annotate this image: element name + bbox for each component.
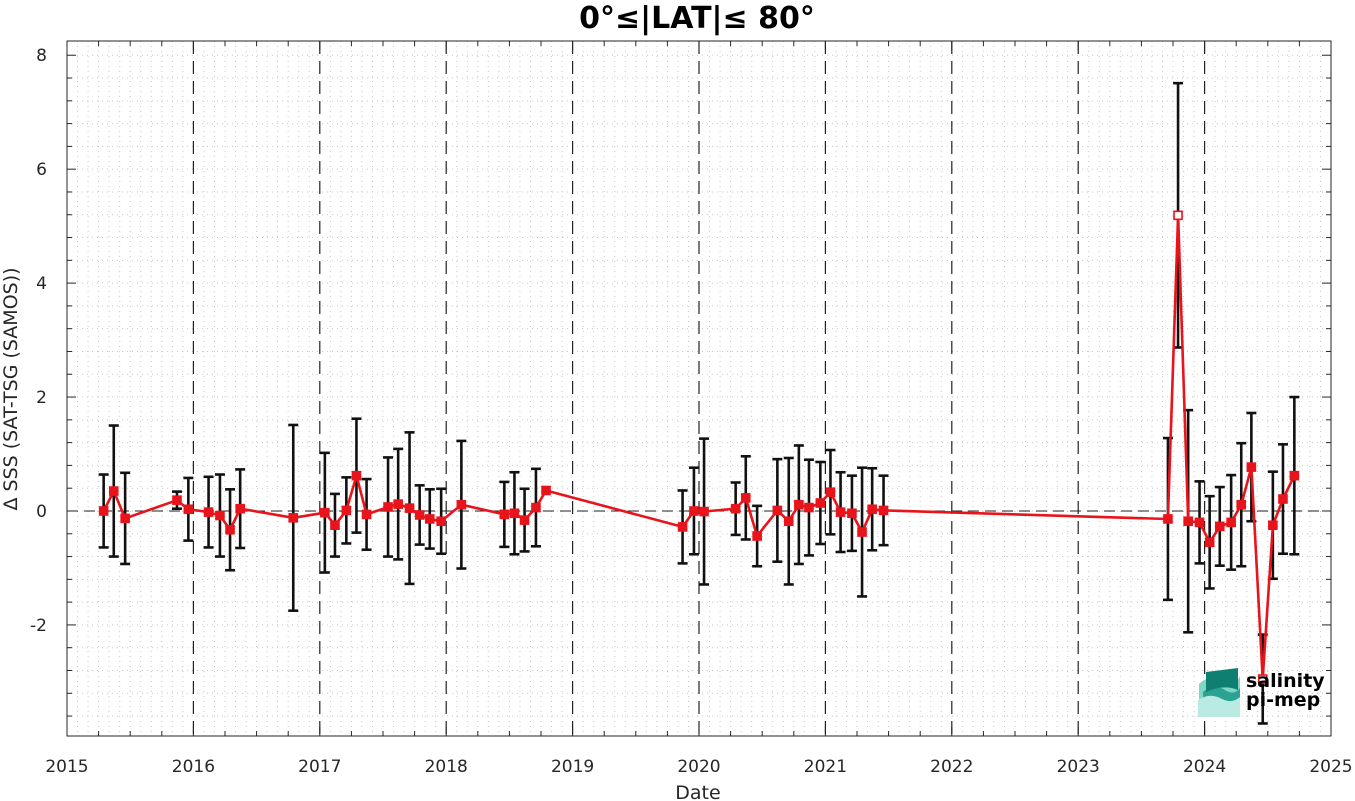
x-tick-label: 2023 [1057, 757, 1100, 777]
x-tick-label: 2025 [1309, 757, 1352, 777]
data-point [1257, 674, 1268, 684]
data-point [183, 504, 194, 515]
data-point [740, 493, 751, 503]
data-point [414, 510, 425, 520]
data-point [215, 510, 225, 521]
data-point [341, 505, 352, 516]
logo-wave-icon [1198, 668, 1240, 717]
data-point [1289, 470, 1300, 481]
data-point [172, 495, 182, 505]
x-tick-label: 2021 [804, 757, 847, 777]
data-point [499, 509, 510, 520]
data-point [677, 522, 688, 532]
data-point [689, 506, 699, 516]
data-point [320, 507, 330, 518]
data-point [1173, 210, 1183, 221]
data-point [330, 520, 340, 531]
data-point [393, 499, 403, 509]
y-tick-label: 8 [36, 46, 47, 66]
data-point [867, 504, 877, 515]
data-point [1278, 494, 1288, 504]
y-axis-title: Δ SSS (SAT-TSG (SAMOS)) [0, 267, 22, 510]
data-point [847, 508, 857, 519]
data-point [804, 502, 814, 513]
data-point [835, 507, 846, 517]
y-tick-label: 4 [36, 274, 47, 294]
data-point [383, 502, 393, 512]
data-point [509, 508, 520, 519]
chart-title: 0°≤|LAT|≤ 80° [579, 1, 815, 36]
salinity-pi-mep-logo: salinity pi-mep [1198, 668, 1325, 717]
data-point [878, 505, 889, 516]
data-point [288, 513, 299, 523]
data-point [1226, 517, 1236, 528]
x-tick-label: 2016 [172, 757, 215, 777]
data-point [730, 503, 741, 514]
data-point [404, 503, 415, 513]
year-dashed-lines [192, 41, 1206, 736]
series-markers [98, 210, 1300, 684]
data-point [235, 503, 245, 514]
grid [67, 41, 1331, 736]
y-tick-label: 2 [36, 388, 47, 408]
data-point [772, 505, 783, 516]
data-point [519, 515, 530, 525]
logo-text-pi-mep: pi-mep [1246, 689, 1320, 711]
x-tick-label: 2022 [930, 757, 973, 777]
y-axis: -2 0 2 4 6 8 [30, 46, 1331, 717]
data-point [783, 516, 794, 527]
logo-text-salinity: salinity [1246, 670, 1325, 692]
data-point [752, 531, 762, 541]
data-point [541, 485, 551, 496]
data-point [361, 509, 372, 520]
data-point [1268, 520, 1278, 531]
data-point [794, 499, 804, 510]
x-tick-label: 2015 [45, 757, 88, 777]
data-point [120, 513, 130, 524]
x-tick-label: 2024 [1183, 757, 1226, 777]
data-point [351, 470, 362, 481]
data-point [1214, 521, 1225, 532]
data-point [1183, 516, 1193, 527]
data-point [815, 498, 826, 508]
data-point [203, 507, 214, 517]
data-point [1194, 517, 1205, 528]
data-point [825, 487, 836, 497]
x-axis: 2015 2016 2017 2018 2019 2020 2021 2022 2023 2024… [45, 41, 1353, 777]
x-tick-label: 2020 [677, 757, 720, 777]
x-axis-title: Date [675, 782, 720, 801]
data-point [699, 506, 709, 517]
data-point [436, 516, 446, 527]
data-point [1163, 514, 1173, 524]
data-point [424, 514, 435, 524]
y-tick-label: 0 [36, 502, 47, 522]
y-tick-label: 6 [36, 160, 47, 180]
data-point [1236, 499, 1247, 510]
data-point [225, 524, 235, 535]
y-tick-label: -2 [30, 616, 47, 636]
data-point [531, 502, 541, 513]
x-tick-label: 2019 [551, 757, 594, 777]
x-tick-label: 2017 [298, 757, 341, 777]
data-point [108, 486, 119, 496]
data-point [857, 527, 867, 537]
data-point [1246, 462, 1257, 472]
data-point [456, 499, 467, 510]
x-tick-label: 2018 [425, 757, 468, 777]
data-point [98, 506, 109, 516]
data-point [1204, 537, 1215, 548]
